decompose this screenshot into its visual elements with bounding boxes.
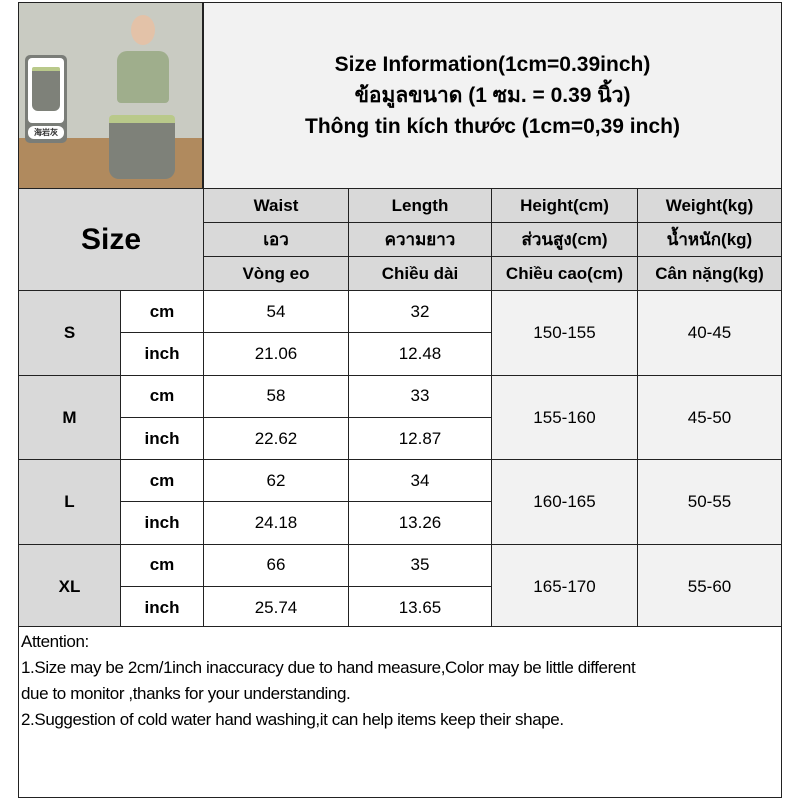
unit-label: inch	[120, 332, 204, 376]
unit-label: cm	[120, 543, 204, 587]
unit-label: inch	[120, 585, 204, 630]
waist-inch: 22.62	[203, 416, 349, 461]
attention-line: due to monitor ,thanks for your understa…	[21, 684, 351, 703]
model-shorts	[109, 115, 175, 179]
size-info-title: Size Information(1cm=0.39inch) ข้อมูลขนา…	[203, 2, 782, 189]
unit-label: cm	[120, 290, 204, 333]
model-top	[117, 51, 169, 103]
weight-range: 40-45	[637, 290, 782, 376]
waist-cm: 66	[203, 543, 349, 587]
column-header-vi: Chiều cao(cm)	[491, 256, 638, 291]
column-header-th: ส่วนสูง(cm)	[491, 222, 638, 257]
size-label: M	[18, 374, 121, 461]
column-header-en: Waist	[203, 188, 349, 223]
waist-cm: 58	[203, 374, 349, 418]
length-cm: 33	[348, 374, 492, 418]
column-header-th: ความยาว	[348, 222, 492, 257]
waist-inch: 24.18	[203, 501, 349, 545]
column-header-vi: Chiều dài	[348, 256, 492, 291]
title-en: Size Information(1cm=0.39inch)	[334, 53, 651, 76]
weight-range: 55-60	[637, 543, 782, 630]
weight-range: 50-55	[637, 459, 782, 545]
unit-label: cm	[120, 374, 204, 418]
length-cm: 34	[348, 459, 492, 502]
waist-inch: 21.06	[203, 332, 349, 376]
column-header-en: Length	[348, 188, 492, 223]
title-vi: Thông tin kích thước (1cm=0,39 inch)	[305, 115, 680, 138]
size-label: L	[18, 459, 121, 545]
attention-notes: Attention: 1.Size may be 2cm/1inch inacc…	[18, 626, 782, 798]
length-inch: 13.26	[348, 501, 492, 545]
height-range: 155-160	[491, 374, 638, 461]
column-header-en: Height(cm)	[491, 188, 638, 223]
column-header-en: Weight(kg)	[637, 188, 782, 223]
length-cm: 35	[348, 543, 492, 587]
unit-label: cm	[120, 459, 204, 502]
attention-heading: Attention:	[21, 632, 89, 651]
title-th: ข้อมูลขนาด (1 ซม. = 0.39 นิ้ว)	[354, 84, 631, 107]
unit-label: inch	[120, 416, 204, 461]
size-label: S	[18, 290, 121, 376]
waist-inch: 25.74	[203, 585, 349, 630]
size-header: Size	[18, 188, 204, 291]
height-range: 165-170	[491, 543, 638, 630]
attention-line: 1.Size may be 2cm/1inch inaccuracy due t…	[21, 658, 636, 677]
length-inch: 13.65	[348, 585, 492, 630]
unit-label: inch	[120, 501, 204, 545]
product-photo: 海岩灰	[18, 2, 203, 189]
column-header-th: น้ำหนัก(kg)	[637, 222, 782, 257]
column-header-vi: Cân nặng(kg)	[637, 256, 782, 291]
weight-range: 45-50	[637, 374, 782, 461]
size-label: XL	[18, 543, 121, 630]
attention-line: 2.Suggestion of cold water hand washing,…	[21, 710, 564, 729]
length-cm: 32	[348, 290, 492, 333]
length-inch: 12.48	[348, 332, 492, 376]
column-header-th: เอว	[203, 222, 349, 257]
swatch-thumbnail: 海岩灰	[25, 55, 67, 143]
waist-cm: 62	[203, 459, 349, 502]
height-range: 160-165	[491, 459, 638, 545]
length-inch: 12.87	[348, 416, 492, 461]
height-range: 150-155	[491, 290, 638, 376]
column-header-vi: Vòng eo	[203, 256, 349, 291]
waist-cm: 54	[203, 290, 349, 333]
model-head	[131, 15, 155, 45]
swatch-label: 海岩灰	[28, 126, 64, 139]
